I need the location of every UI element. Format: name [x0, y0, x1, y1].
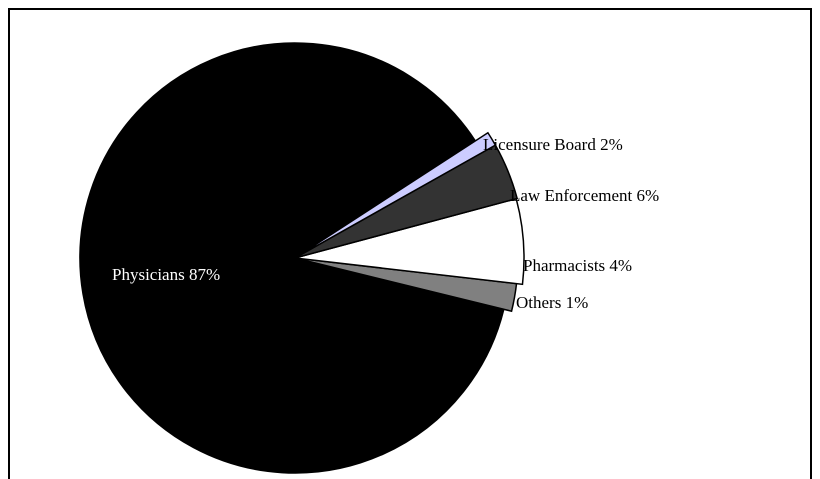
pie-slice-others	[294, 131, 497, 259]
slice-label-law-enforcement: Law Enforcement 6%	[510, 186, 659, 205]
slice-label-licensure-board: Licensure Board 2%	[483, 135, 623, 154]
slice-label-pharmacists: Pharmacists 4%	[523, 256, 632, 275]
pie-chart: Physicians 87% Licensure Board 2% Law Enfo…	[79, 42, 659, 474]
slice-label-others: Others 1%	[516, 293, 588, 312]
slice-label-physicians: Physicians 87%	[112, 265, 220, 284]
pie-slice-physicians	[79, 42, 505, 474]
chart-frame: Physicians 87% Licensure Board 2% Law Enfo…	[8, 8, 812, 479]
